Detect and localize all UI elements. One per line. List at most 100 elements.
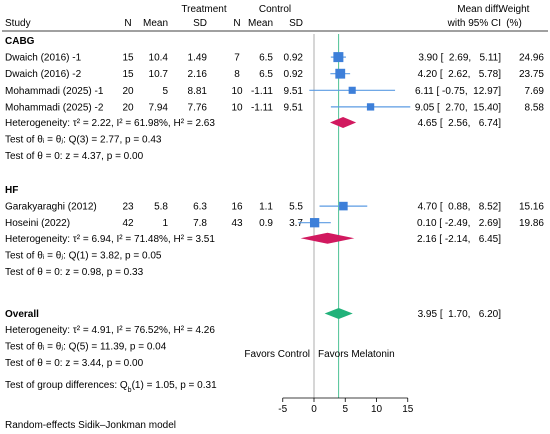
treatment-sd-header: SD (193, 18, 207, 29)
model-footnote: Random-effects Sidik–Jonkman model (5, 420, 176, 431)
control-sd: 0.92 (284, 53, 304, 64)
md-ci-value: 3.90 [ 2.69, 5.11] (418, 53, 501, 64)
overall-stat: Test of θᵢ = θⱼ: Q(5) = 11.39, p = 0.04 (5, 342, 167, 353)
overall-stat: Heterogeneity: τ² = 4.91, I² = 76.52%, H… (5, 325, 215, 336)
treatment-n: 42 (122, 218, 134, 229)
subgroup-stat: Test of θ = 0: z = 4.37, p = 0.00 (5, 151, 144, 162)
x-axis: -5 0 5 10 15 (278, 397, 414, 415)
subgroup-pooled-ci: 4.65 [ 2.56, 6.74] (418, 118, 502, 129)
control-n: 8 (234, 69, 240, 80)
overall-title: Overall (5, 309, 39, 320)
weight-value: 23.75 (519, 69, 544, 80)
overall-ci: 3.95 [ 1.70, 6.20] (418, 309, 502, 320)
control-sd: 3.7 (289, 218, 303, 229)
treatment-sd: 7.76 (188, 102, 208, 113)
treatment-sd: 1.49 (188, 53, 208, 64)
treatment-sd: 6.3 (193, 202, 207, 213)
study-effect-marker (333, 52, 344, 63)
control-mean: 0.9 (259, 218, 273, 229)
study-effect-marker (335, 68, 346, 79)
md-ci-value: 6.11 [ -0.75, 12.97] (415, 86, 501, 97)
md-ci-value: 9.05 [ 2.70, 15.40] (415, 102, 501, 113)
control-n: 43 (231, 218, 243, 229)
overall-stat: Test of θ = 0: z = 3.44, p = 0.00 (5, 358, 144, 369)
subgroup-stat: Test of θᵢ = θⱼ: Q(1) = 3.82, p = 0.05 (5, 250, 162, 261)
study-name: Dwaich (2016) -2 (5, 69, 82, 80)
subgroup-pooled-ci: 2.16 [ -2.14, 6.45] (417, 234, 501, 245)
control-mean: 1.1 (259, 202, 273, 213)
weight-value: 19.86 (519, 218, 544, 229)
control-mean: -1.11 (251, 86, 273, 97)
md-ci-value: 0.10 [ -2.49, 2.69] (417, 218, 501, 229)
control-n-header: N (233, 18, 240, 29)
weight-value: 8.58 (525, 102, 545, 113)
treatment-header: Treatment (181, 4, 226, 15)
control-n: 7 (234, 53, 240, 64)
treatment-sd: 2.16 (188, 69, 208, 80)
study-effect-marker (366, 103, 375, 111)
control-sd: 9.51 (284, 102, 304, 113)
treatment-mean: 7.94 (149, 102, 169, 113)
weight-value: 15.16 (519, 202, 544, 213)
subgroup-diamond (330, 117, 357, 128)
treatment-mean: 1 (162, 218, 168, 229)
control-mean: 6.5 (259, 69, 273, 80)
control-mean: 6.5 (259, 53, 273, 64)
md-header-line1: Mean diff. (457, 4, 501, 15)
favors-melatonin-label: Favors Melatonin (318, 349, 395, 360)
subgroup-diamond (300, 232, 355, 244)
treatment-n: 15 (122, 69, 134, 80)
subgroup-title: HF (5, 185, 18, 196)
treatment-n: 20 (122, 86, 134, 97)
treatment-mean: 5 (162, 86, 168, 97)
control-n: 16 (231, 202, 243, 213)
treatment-n-header: N (124, 18, 131, 29)
x-tick-label: 15 (402, 404, 414, 415)
control-mean: -1.11 (251, 102, 273, 113)
overall-diamond (324, 308, 353, 319)
x-tick-label: 0 (311, 404, 317, 415)
md-ci-value: 4.70 [ 0.88, 8.52] (418, 202, 502, 213)
study-name: Hoseini (2022) (5, 218, 70, 229)
study-name: Dwaich (2016) -1 (5, 53, 82, 64)
x-tick-label: 5 (342, 404, 348, 415)
control-sd: 9.51 (284, 86, 304, 97)
treatment-mean-header: Mean (143, 18, 168, 29)
treatment-mean: 10.7 (149, 69, 169, 80)
treatment-n: 20 (122, 102, 134, 113)
study-name: Garakyaraghi (2012) (5, 202, 97, 213)
subgroup-stat: Test of θᵢ = θⱼ: Q(3) = 2.77, p = 0.43 (5, 135, 162, 146)
group-difference-test: Test of group differences: Qb(1) = 1.05,… (5, 380, 217, 394)
control-mean-header: Mean (248, 18, 273, 29)
treatment-mean: 10.4 (149, 53, 169, 64)
x-tick-label: -5 (278, 404, 287, 415)
subgroup-stat: Test of θ = 0: z = 0.98, p = 0.33 (5, 267, 144, 278)
study-effect-marker (309, 218, 320, 228)
weight-value: 7.69 (525, 86, 545, 97)
control-sd-header: SD (289, 18, 303, 29)
weight-header-line2: (%) (506, 18, 522, 29)
weight-value: 24.96 (519, 53, 544, 64)
x-tick-label: 10 (371, 404, 383, 415)
treatment-sd: 8.81 (188, 86, 208, 97)
subgroup-stat: Heterogeneity: τ² = 2.22, I² = 61.98%, H… (5, 118, 215, 129)
study-effect-marker (348, 86, 356, 94)
control-sd: 0.92 (284, 69, 304, 80)
study-header: Study (5, 18, 31, 29)
control-header: Control (259, 4, 291, 15)
study-name: Mohammadi (2025) -2 (5, 102, 104, 113)
control-n: 10 (231, 102, 243, 113)
study-name: Mohammadi (2025) -1 (5, 86, 104, 97)
control-sd: 5.5 (289, 202, 303, 213)
treatment-n: 23 (122, 202, 134, 213)
weight-header: Weight (499, 4, 530, 15)
treatment-sd: 7.8 (193, 218, 207, 229)
control-n: 10 (231, 86, 243, 97)
md-header-line2: with 95% CI (447, 18, 501, 29)
study-effect-marker (339, 201, 348, 211)
md-ci-value: 4.20 [ 2.62, 5.78] (418, 69, 502, 80)
subgroup-stat: Heterogeneity: τ² = 6.94, I² = 71.48%, H… (5, 234, 215, 245)
favors-control-label: Favors Control (244, 349, 310, 360)
